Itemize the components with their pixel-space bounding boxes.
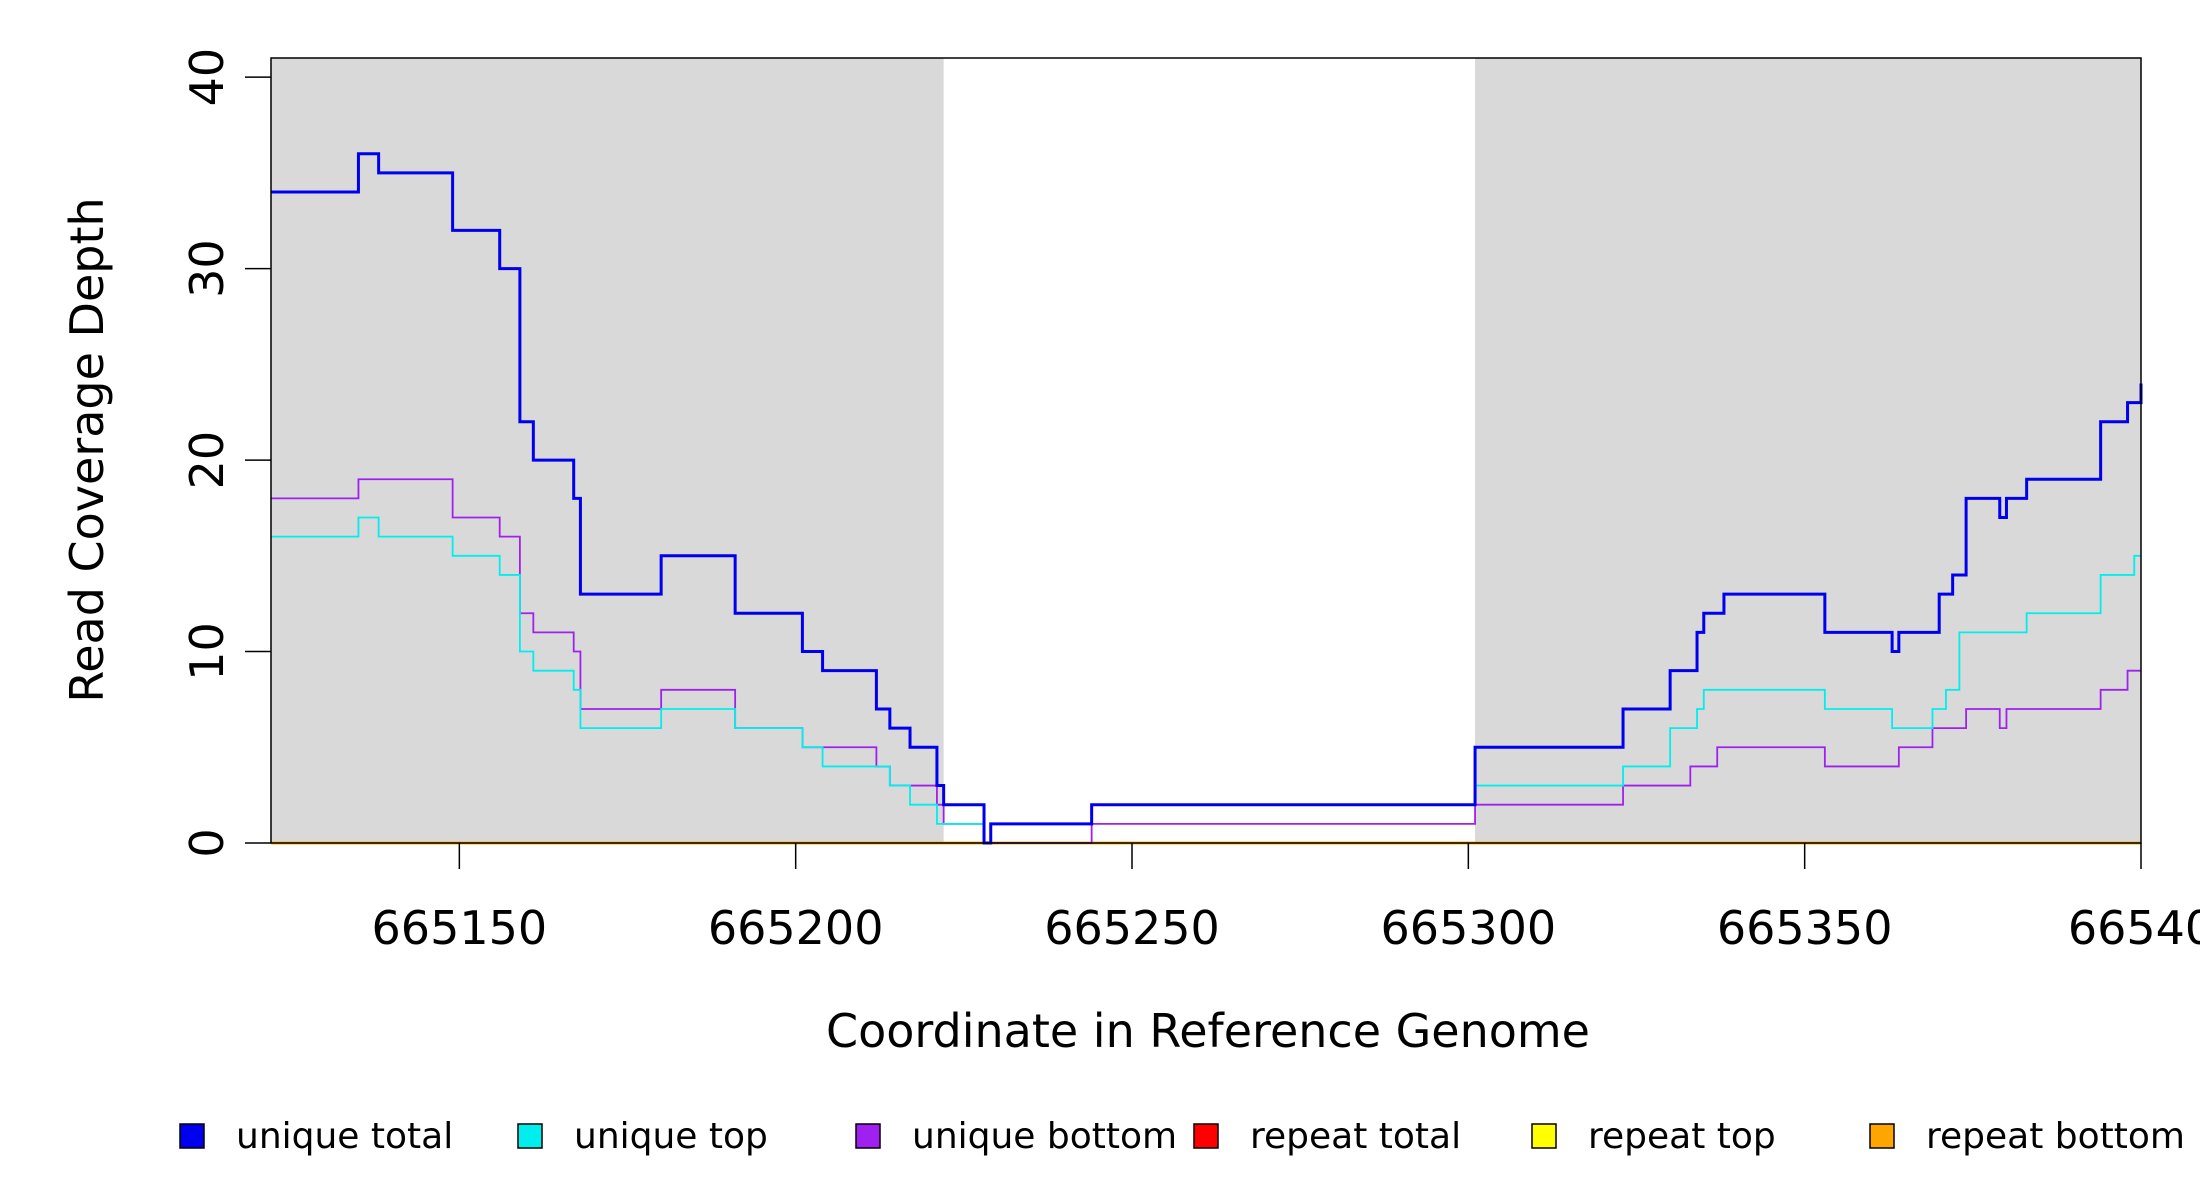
legend-swatch [179, 1123, 205, 1149]
legend-item-unique-total: unique total [179, 1116, 453, 1157]
legend-item-repeat-bottom: repeat bottom [1869, 1116, 2185, 1157]
legend-item-repeat-total: repeat total [1193, 1116, 1461, 1157]
x-tick-label-665400: 66540 [2068, 901, 2200, 955]
legend-label: unique total [236, 1116, 453, 1157]
y-axis-label: Read Coverage Depth [60, 197, 114, 702]
legend-label: unique top [574, 1116, 768, 1157]
series-line-unique-top [271, 516, 2141, 844]
y-tick-label-40: 40 [180, 48, 234, 107]
legend-item-repeat-top: repeat top [1531, 1116, 1776, 1157]
y-tick-label-10: 10 [180, 622, 234, 681]
legend-swatch [1531, 1123, 1557, 1149]
legend-item-unique-top: unique top [517, 1116, 768, 1157]
shaded-region-2 [1475, 58, 2141, 843]
legend-swatch [517, 1123, 543, 1149]
series-line-unique-total [271, 152, 2143, 845]
legend-label: repeat total [1250, 1116, 1461, 1157]
x-tick-label-665150: 665150 [372, 901, 548, 955]
x-tick-label-665250: 665250 [1044, 901, 1220, 955]
legend: unique total unique top unique bottom repea… [179, 1116, 2185, 1157]
legend-swatch [1869, 1123, 1895, 1149]
x-axis: 665150 665200 665250 665300 665350 66540 [372, 843, 2200, 955]
y-tick-label-0: 0 [180, 828, 234, 857]
legend-label: repeat top [1588, 1116, 1776, 1157]
plot-frame [270, 57, 2142, 844]
shaded-regions [271, 58, 2141, 843]
x-tick-label-665200: 665200 [708, 901, 884, 955]
x-tick-label-665350: 665350 [1717, 901, 1893, 955]
legend-label: unique bottom [912, 1116, 1177, 1157]
x-axis-label: Coordinate in Reference Genome [826, 1004, 1590, 1058]
legend-item-unique-bottom: unique bottom [855, 1116, 1177, 1157]
shaded-region-1 [271, 58, 944, 843]
legend-swatch [1193, 1123, 1219, 1149]
y-axis: 0 10 20 30 40 [180, 48, 271, 858]
legend-label: repeat bottom [1926, 1116, 2185, 1157]
y-tick-label-20: 20 [180, 431, 234, 490]
legend-swatch [855, 1123, 881, 1149]
y-tick-label-30: 30 [180, 239, 234, 298]
x-tick-label-665300: 665300 [1381, 901, 1557, 955]
